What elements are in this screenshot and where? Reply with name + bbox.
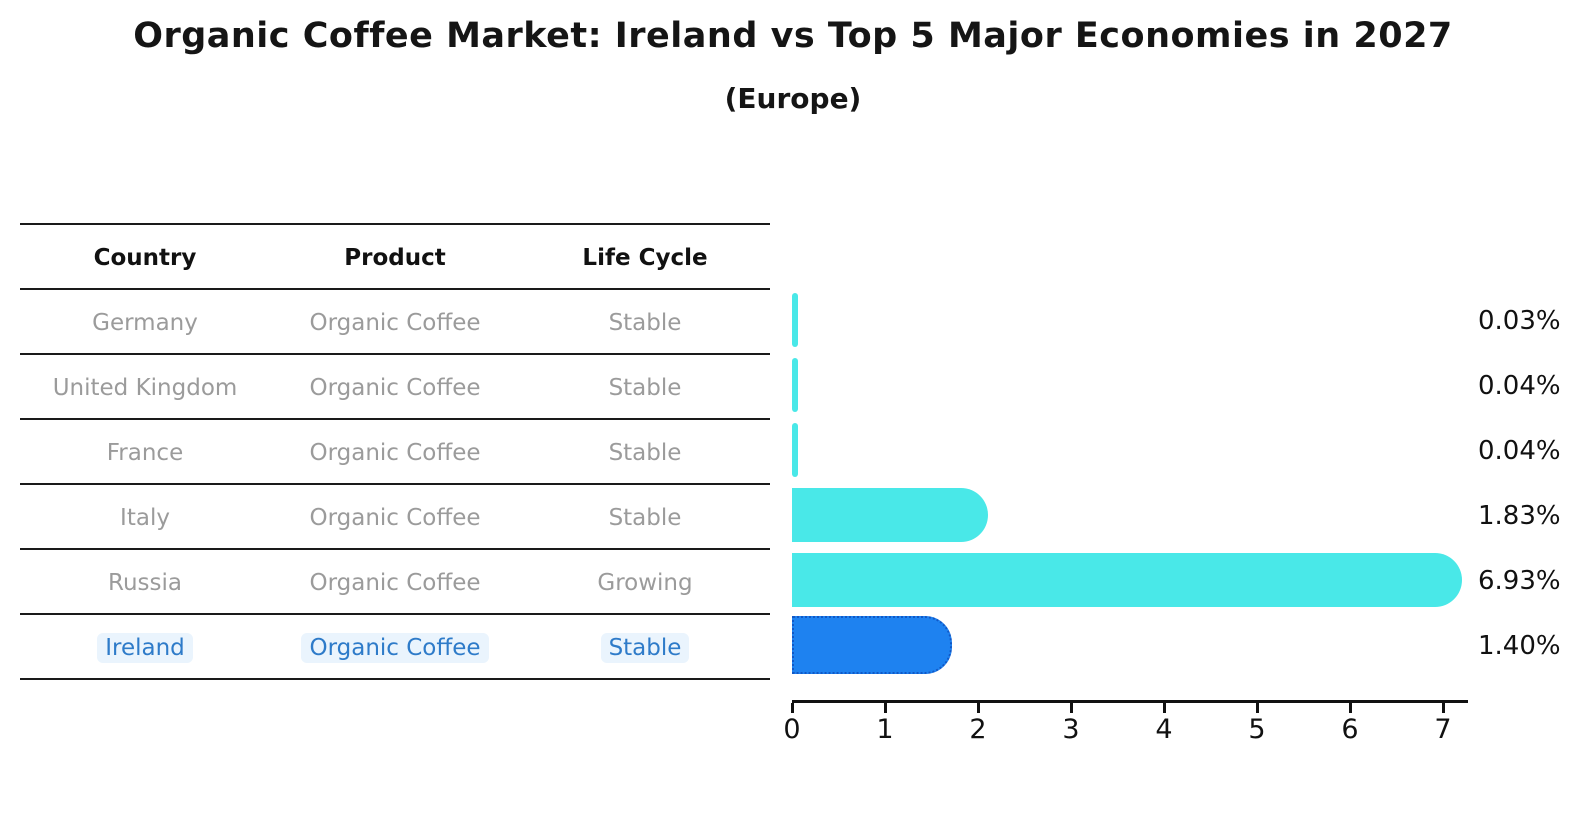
bar-germany [792,293,798,347]
table-rule [20,548,770,550]
cell-life-cycle: Stable [608,504,682,531]
x-axis-line [792,700,1468,703]
chart-title: Organic Coffee Market: Ireland vs Top 5 … [133,16,1453,56]
x-axis-tick [791,703,794,713]
cell-country: Ireland [20,615,270,680]
cell-product: Organic Coffee [270,615,520,680]
bar-russia [792,553,1462,607]
cell-product: Organic Coffee [309,504,481,531]
table-row-ireland-highlighted: Ireland Organic Coffee Stable [20,615,770,680]
chart-subtitle: (Europe) [724,82,862,115]
x-axis-tick [1349,703,1352,713]
value-label-ireland: 1.40% [1478,630,1561,661]
table-rule [20,678,770,680]
x-axis-tick-label: 4 [1155,714,1173,745]
x-axis-tick-label: 3 [1062,714,1080,745]
cell-country: France [106,439,184,466]
value-label-russia: 6.93% [1478,565,1561,596]
table-rule [20,483,770,485]
bar-plot-area [792,288,1467,678]
table-row: United Kingdom Organic Coffee Stable [20,355,770,420]
bar-ireland [792,616,952,674]
value-label-italy: 1.83% [1478,500,1561,531]
table-rule [20,353,770,355]
cell-product: Organic Coffee [309,569,481,596]
value-label-united-kingdom: 0.04% [1478,370,1561,401]
col-header-life-cycle: Life Cycle [582,244,708,271]
x-axis-tick [1163,703,1166,713]
cell-life-cycle-text: Stable [600,632,690,663]
bar-united-kingdom [792,358,798,412]
cell-country: Italy [120,504,170,531]
table-rule [20,418,770,420]
table-row: Germany Organic Coffee Stable [20,290,770,355]
bar-italy [792,488,988,542]
x-axis-tick [884,703,887,713]
table-row: Russia Organic Coffee Growing [20,550,770,615]
table-row: Italy Organic Coffee Stable [20,485,770,550]
x-axis-tick-label: 5 [1248,714,1266,745]
table-rule [20,613,770,615]
cell-country: United Kingdom [52,374,238,401]
cell-life-cycle: Growing [597,569,693,596]
x-axis-tick [1442,703,1445,713]
table-row: France Organic Coffee Stable [20,420,770,485]
col-header-country: Country [93,244,197,271]
x-axis-tick [977,703,980,713]
cell-product: Organic Coffee [309,309,481,336]
cell-product: Organic Coffee [309,439,481,466]
x-axis-tick [1070,703,1073,713]
cell-product-text: Organic Coffee [301,632,489,663]
cell-life-cycle: Stable [520,615,770,680]
x-axis-tick-label: 7 [1434,714,1452,745]
x-axis-tick-label: 1 [876,714,894,745]
cell-country: Russia [108,569,182,596]
cell-country-text: Ireland [97,632,193,663]
table-rule [20,288,770,290]
x-axis-tick-label: 2 [969,714,987,745]
cell-country: Germany [92,309,198,336]
table-header-row: Country Product Life Cycle [20,225,770,290]
x-axis-tick [1256,703,1259,713]
cell-life-cycle: Stable [608,309,682,336]
col-header-product: Product [344,244,446,271]
cell-product: Organic Coffee [309,374,481,401]
value-label-france: 0.04% [1478,435,1561,466]
bar-france [792,423,798,477]
value-label-germany: 0.03% [1478,305,1561,336]
cell-life-cycle: Stable [608,439,682,466]
cell-life-cycle: Stable [608,374,682,401]
x-axis-tick-label: 6 [1341,714,1359,745]
table-rule [20,223,770,225]
x-axis-tick-label: 0 [783,714,801,745]
